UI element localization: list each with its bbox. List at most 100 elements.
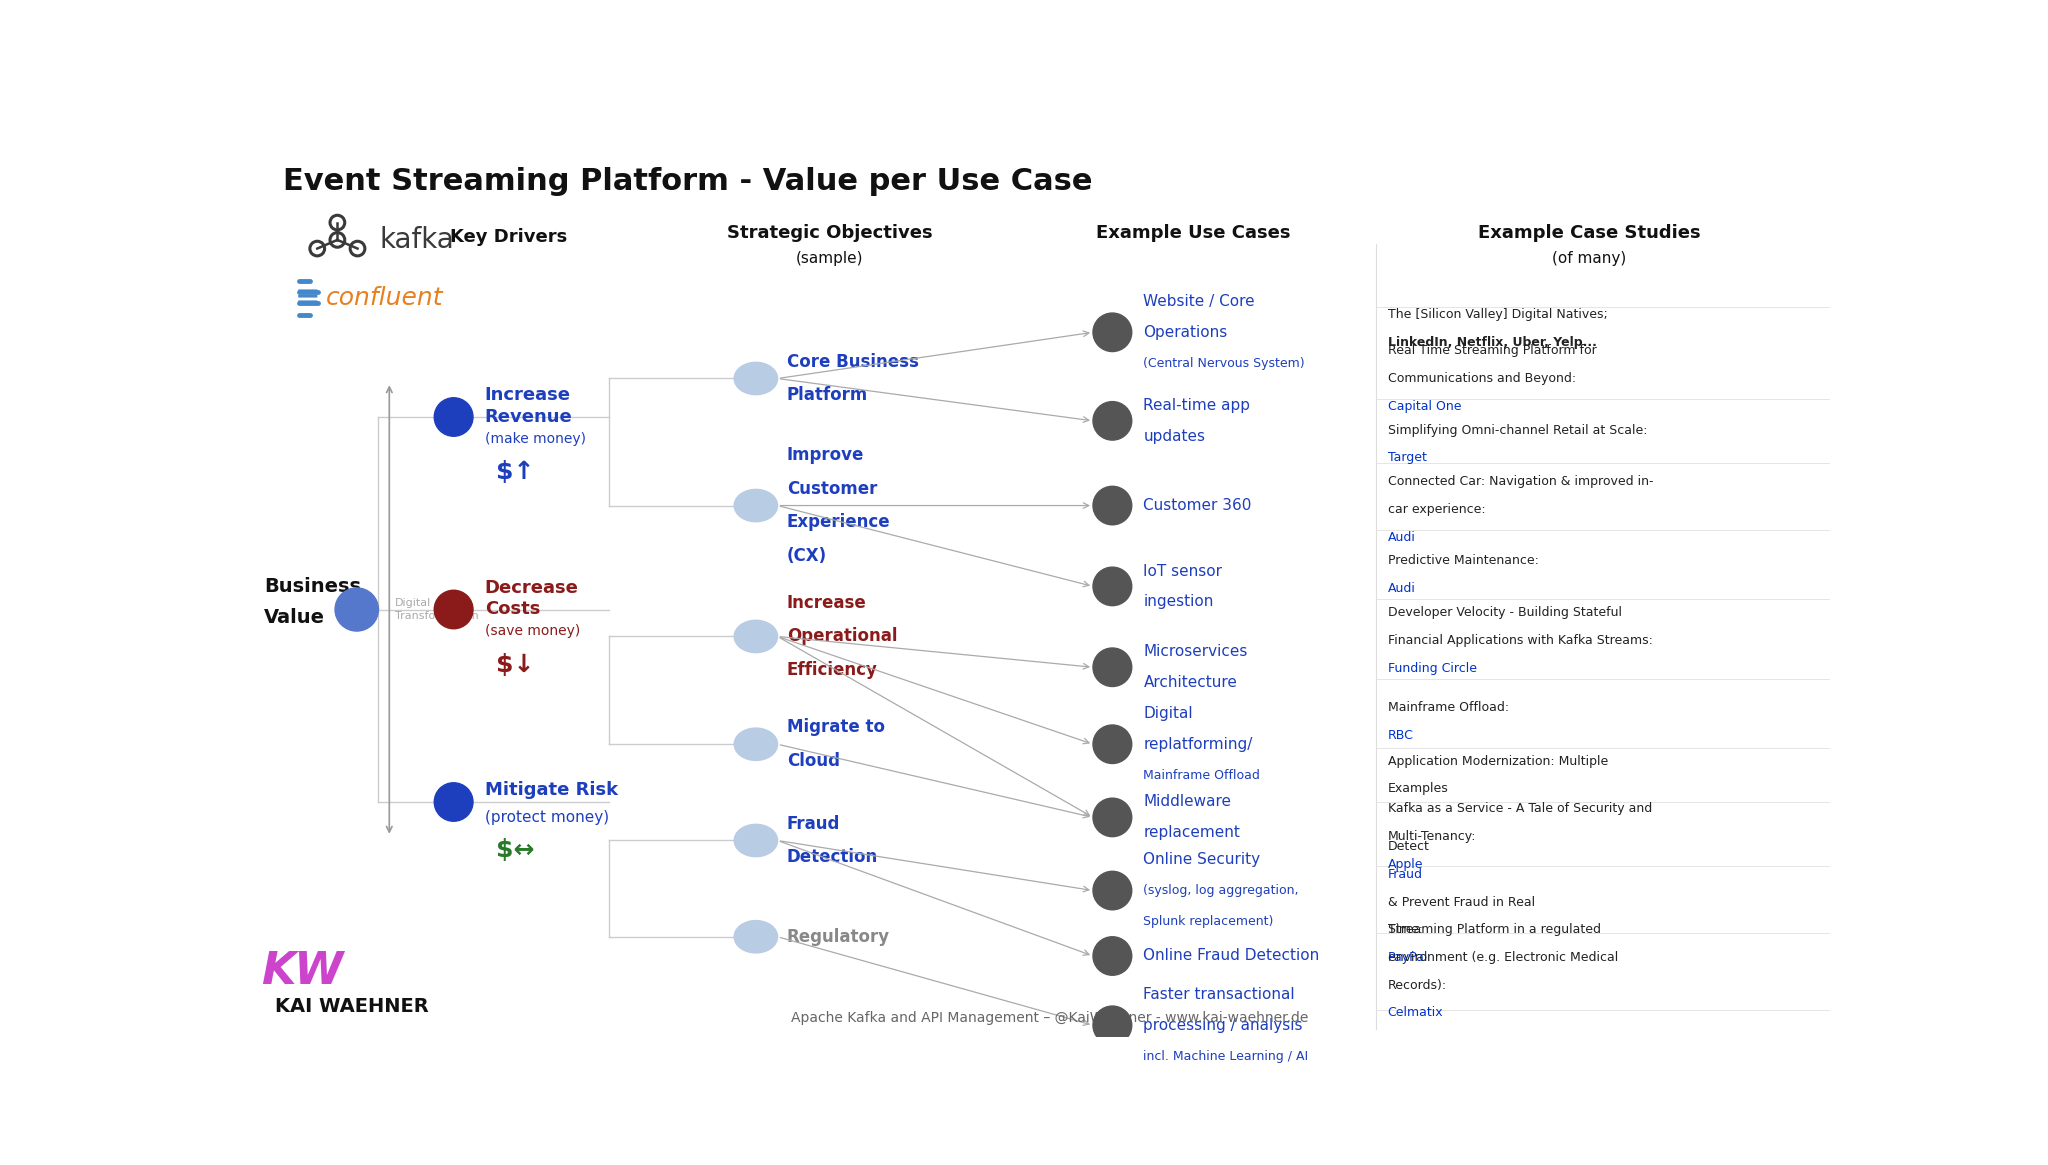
Circle shape xyxy=(434,591,473,629)
Text: PayPal: PayPal xyxy=(1386,951,1427,965)
Text: Architecture: Architecture xyxy=(1143,676,1237,690)
Text: (of many): (of many) xyxy=(1552,252,1626,267)
Text: Simplifying Omni-channel Retail at Scale:: Simplifying Omni-channel Retail at Scale… xyxy=(1386,424,1647,437)
Text: Operations: Operations xyxy=(1143,325,1227,340)
Text: Digital: Digital xyxy=(1143,706,1194,721)
Text: Audi: Audi xyxy=(1386,582,1415,595)
Text: Value: Value xyxy=(264,608,326,627)
Circle shape xyxy=(1094,1007,1133,1045)
Text: Mitigate Risk: Mitigate Risk xyxy=(485,782,618,799)
Circle shape xyxy=(1094,486,1133,524)
Text: Application Modernization: Multiple: Application Modernization: Multiple xyxy=(1386,755,1608,768)
Text: Key Drivers: Key Drivers xyxy=(451,228,567,246)
Text: replatforming/: replatforming/ xyxy=(1143,736,1253,751)
Text: (make money): (make money) xyxy=(485,431,586,445)
Text: Funding Circle: Funding Circle xyxy=(1386,662,1477,675)
Text: Examples: Examples xyxy=(1386,783,1448,796)
Circle shape xyxy=(1094,871,1133,910)
Text: (syslog, log aggregation,: (syslog, log aggregation, xyxy=(1143,884,1298,897)
Text: RBC: RBC xyxy=(1386,728,1413,741)
Text: Connected Car: Navigation & improved in-: Connected Car: Navigation & improved in- xyxy=(1386,475,1653,488)
Text: Real Time Streaming Platform for: Real Time Streaming Platform for xyxy=(1386,345,1595,358)
Ellipse shape xyxy=(733,920,778,953)
Text: replacement: replacement xyxy=(1143,825,1241,840)
Text: Strategic Objectives: Strategic Objectives xyxy=(727,225,932,242)
Text: $↔: $↔ xyxy=(496,838,535,862)
Text: Event Streaming Platform - Value per Use Case: Event Streaming Platform - Value per Use… xyxy=(283,167,1094,196)
Text: Celmatix: Celmatix xyxy=(1386,1007,1444,1019)
Text: Time:: Time: xyxy=(1386,924,1423,937)
Text: Website / Core: Website / Core xyxy=(1143,294,1255,309)
Circle shape xyxy=(434,783,473,821)
Text: Communications and Beyond:: Communications and Beyond: xyxy=(1386,372,1575,384)
Text: Customer: Customer xyxy=(786,480,877,497)
Text: $↓: $↓ xyxy=(496,652,535,677)
Ellipse shape xyxy=(733,620,778,652)
Text: Increase: Increase xyxy=(485,387,571,404)
Circle shape xyxy=(1094,725,1133,763)
Text: Splunk replacement): Splunk replacement) xyxy=(1143,915,1274,927)
Text: Digital
Transformation: Digital Transformation xyxy=(395,598,479,621)
Text: Core Business: Core Business xyxy=(786,353,920,370)
Text: Records):: Records): xyxy=(1386,979,1446,991)
Text: Predictive Maintenance:: Predictive Maintenance: xyxy=(1386,555,1538,567)
Text: ingestion: ingestion xyxy=(1143,594,1214,609)
Text: Online Security: Online Security xyxy=(1143,853,1260,867)
Text: Fraud: Fraud xyxy=(1386,868,1423,881)
Text: Migrate to: Migrate to xyxy=(786,719,885,736)
Text: Mainframe Offload: Mainframe Offload xyxy=(1143,769,1260,782)
Circle shape xyxy=(1094,402,1133,440)
Text: environment (e.g. Electronic Medical: environment (e.g. Electronic Medical xyxy=(1386,951,1618,965)
Text: updates: updates xyxy=(1143,429,1206,444)
Ellipse shape xyxy=(733,489,778,522)
Text: kafka: kafka xyxy=(381,226,455,254)
Text: Mainframe Offload:: Mainframe Offload: xyxy=(1386,701,1509,714)
Text: Target: Target xyxy=(1386,451,1425,465)
Text: Online Fraud Detection: Online Fraud Detection xyxy=(1143,948,1319,963)
Text: Customer 360: Customer 360 xyxy=(1143,499,1251,513)
Ellipse shape xyxy=(733,362,778,395)
Text: Multi-Tenancy:: Multi-Tenancy: xyxy=(1386,831,1477,843)
Text: ≡: ≡ xyxy=(295,283,319,312)
Text: Platform: Platform xyxy=(786,387,868,404)
Text: IoT sensor: IoT sensor xyxy=(1143,564,1223,579)
Text: (protect money): (protect money) xyxy=(485,810,608,825)
Text: Costs: Costs xyxy=(485,600,541,619)
Text: Operational: Operational xyxy=(786,628,897,645)
Text: Detection: Detection xyxy=(786,848,879,867)
Text: Streaming Platform in a regulated: Streaming Platform in a regulated xyxy=(1386,924,1599,937)
Text: Example Use Cases: Example Use Cases xyxy=(1096,225,1290,242)
Text: Financial Applications with Kafka Streams:: Financial Applications with Kafka Stream… xyxy=(1386,634,1653,647)
Text: Apache Kafka and API Management – @KaiWaehner - www.kai-waehner.de: Apache Kafka and API Management – @KaiWa… xyxy=(791,1010,1309,1024)
Circle shape xyxy=(336,588,379,631)
Text: Audi: Audi xyxy=(1386,530,1415,544)
Text: Kafka as a Service - A Tale of Security and: Kafka as a Service - A Tale of Security … xyxy=(1386,803,1653,816)
Ellipse shape xyxy=(733,728,778,761)
Text: Fraud: Fraud xyxy=(786,814,840,833)
Ellipse shape xyxy=(733,825,778,856)
Text: processing / analysis: processing / analysis xyxy=(1143,1018,1303,1033)
Text: incl. Machine Learning / AI: incl. Machine Learning / AI xyxy=(1143,1050,1309,1062)
Text: (save money): (save money) xyxy=(485,624,580,638)
Text: Capital One: Capital One xyxy=(1386,400,1460,412)
Text: (CX): (CX) xyxy=(786,548,827,565)
Circle shape xyxy=(1094,798,1133,836)
Text: & Prevent Fraud in Real: & Prevent Fraud in Real xyxy=(1386,896,1534,909)
Text: Experience: Experience xyxy=(786,514,891,531)
Text: LinkedIn, Netflix, Uber, Yelp...: LinkedIn, Netflix, Uber, Yelp... xyxy=(1386,336,1595,348)
Text: Efficiency: Efficiency xyxy=(786,662,879,679)
Circle shape xyxy=(1094,937,1133,975)
Text: Faster transactional: Faster transactional xyxy=(1143,987,1294,1002)
Text: Business: Business xyxy=(264,577,360,596)
Text: $↑: $↑ xyxy=(496,460,535,485)
Circle shape xyxy=(434,397,473,436)
Text: Decrease: Decrease xyxy=(485,579,578,596)
Text: Developer Velocity - Building Stateful: Developer Velocity - Building Stateful xyxy=(1386,606,1622,619)
Text: The [Silicon Valley] Digital Natives;: The [Silicon Valley] Digital Natives; xyxy=(1386,308,1608,322)
Circle shape xyxy=(1094,567,1133,606)
Text: KW: KW xyxy=(262,949,344,993)
Circle shape xyxy=(1094,648,1133,686)
Text: Apple: Apple xyxy=(1386,857,1423,871)
Text: Cloud: Cloud xyxy=(786,753,840,770)
Circle shape xyxy=(1094,313,1133,352)
